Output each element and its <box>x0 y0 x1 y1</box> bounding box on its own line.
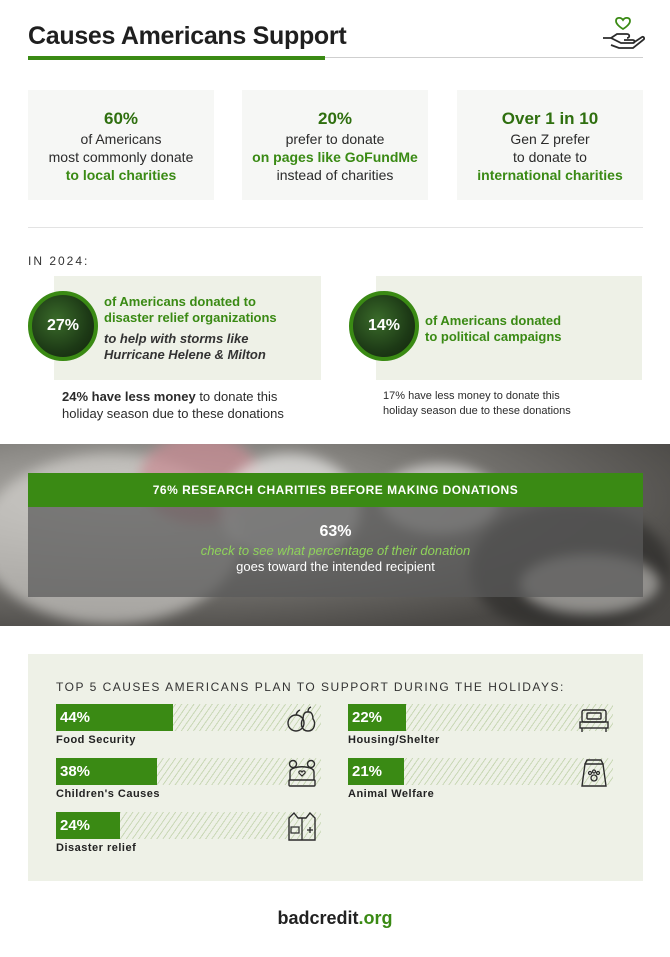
stat-text: to donate to <box>513 149 587 165</box>
research-number: 63% <box>319 523 352 540</box>
causes-title: TOP 5 CAUSES AMERICANS PLAN TO SUPPORT D… <box>56 680 565 694</box>
top-causes-panel: TOP 5 CAUSES AMERICANS PLAN TO SUPPORT D… <box>28 654 643 881</box>
cause-label: Animal Welfare <box>348 788 435 800</box>
stat-highlight: on pages like GoFundMe <box>252 149 418 165</box>
fruit-icon <box>287 706 316 732</box>
disaster-italic-line1: to help with storms like <box>104 331 249 346</box>
political-note-line2: holiday season due to these donations <box>383 405 571 417</box>
brand-logo[interactable]: badcredit.org <box>0 908 670 929</box>
stat-highlight: international charities <box>477 167 623 183</box>
cause-label: Housing/Shelter <box>348 734 440 746</box>
bear-hat-icon <box>288 759 316 787</box>
stat-card-gofundme: 20% prefer to donate on pages like GoFun… <box>242 90 428 200</box>
year-label: IN 2024: <box>28 254 90 268</box>
stat-number: 60% <box>103 109 139 128</box>
stat-text: instead of charities <box>276 167 394 183</box>
research-detail-box: 63% check to see what percentage of thei… <box>28 507 643 597</box>
percent-circle-political: 14% <box>349 291 419 361</box>
political-green-line2: to political campaigns <box>425 329 562 344</box>
note-bold: 24% have less money <box>62 389 196 404</box>
cause-label: Food Security <box>56 734 136 746</box>
stat-card-genz: Over 1 in 10 Gen Z prefer to donate to i… <box>457 90 643 200</box>
disaster-relief-panel <box>54 276 321 380</box>
stat-card-local: 60% of Americans most commonly donate to… <box>28 90 214 200</box>
pet-food-icon <box>581 759 607 787</box>
stat-number: Over 1 in 10 <box>501 109 599 128</box>
note-rest: to donate this <box>195 389 278 404</box>
logo-main: badcredit <box>277 908 359 928</box>
disaster-green-line1: of Americans donated to <box>104 294 256 309</box>
bed-icon <box>579 709 609 732</box>
political-panel <box>376 276 642 380</box>
research-banner: 76% RESEARCH CHARITIES BEFORE MAKING DON… <box>28 473 643 507</box>
disaster-note-line2: holiday season due to these donations <box>62 406 284 421</box>
stat-highlight: to local charities <box>65 167 177 183</box>
disaster-italic-line2: Hurricane Helene & Milton <box>104 347 266 362</box>
cause-bar-fill: 44% <box>56 704 173 731</box>
political-note-line1: 17% have less money to donate this <box>383 390 560 402</box>
cause-item-childrens-causes: 38% Children's Causes <box>56 758 321 800</box>
section-divider <box>28 227 643 228</box>
cause-label: Children's Causes <box>56 788 161 800</box>
political-green-line1: of Americans donated <box>425 313 562 328</box>
title-divider <box>325 57 643 58</box>
page-title: Causes Americans Support <box>28 22 347 50</box>
cause-item-disaster-relief: 24% Disaster relief <box>56 811 321 854</box>
stat-text: of Americans <box>80 131 162 147</box>
cause-item-food-security: 44% Food Security <box>56 704 321 746</box>
cause-item-housing: 22% Housing/Shelter <box>348 704 613 746</box>
vest-icon <box>288 811 316 841</box>
hand-heart-icon <box>603 16 645 49</box>
cause-bar-fill: 22% <box>348 704 407 731</box>
stat-text: Gen Z prefer <box>510 131 590 147</box>
stat-text: most commonly donate <box>48 149 194 165</box>
cause-bar-fill: 24% <box>56 812 120 839</box>
stat-text: prefer to donate <box>285 131 385 147</box>
cause-bar-fill: 38% <box>56 758 157 785</box>
stat-number: 20% <box>317 109 353 128</box>
header: Causes Americans Support <box>28 16 645 64</box>
logo-tld: org <box>363 908 393 928</box>
disaster-green-line2: disaster relief organizations <box>104 310 277 325</box>
disaster-note-line1: 24% have less money to donate this <box>62 388 277 405</box>
cause-bar-fill: 21% <box>348 758 404 785</box>
cause-label: Disaster relief <box>56 842 137 854</box>
cause-item-animal-welfare: 21% Animal Welfare <box>348 758 613 800</box>
research-plain-text: goes toward the intended recipient <box>236 559 435 574</box>
logo-dot: . <box>358 908 364 928</box>
title-underline <box>28 56 325 60</box>
percent-circle-disaster: 27% <box>28 291 98 361</box>
research-green-text: check to see what percentage of their do… <box>200 543 471 558</box>
